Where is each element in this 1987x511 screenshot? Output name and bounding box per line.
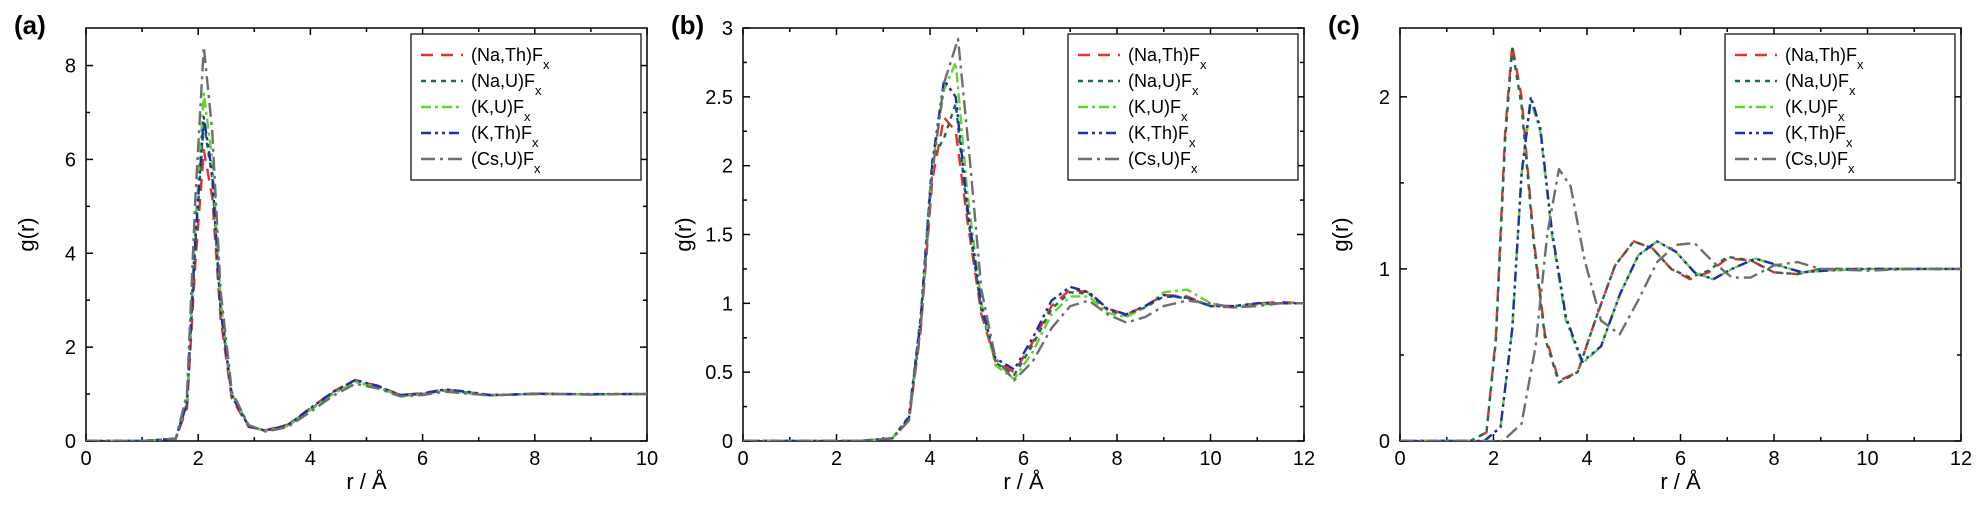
svg-text:2: 2 — [1488, 448, 1499, 470]
svg-text:3: 3 — [722, 18, 733, 40]
svg-text:r / Å: r / Å — [1003, 469, 1044, 494]
svg-text:2: 2 — [831, 448, 842, 470]
panel-label-b: (b) — [671, 10, 704, 41]
svg-text:12: 12 — [1293, 448, 1315, 470]
svg-text:1: 1 — [1379, 259, 1390, 281]
svg-text:8: 8 — [1768, 448, 1779, 470]
svg-text:g(r): g(r) — [14, 217, 39, 251]
svg-text:1.5: 1.5 — [705, 225, 733, 247]
panel-a: (a) 024681002468r / Åg(r)(Na,Th)Fx(Na,U)… — [8, 8, 665, 503]
svg-text:0: 0 — [722, 431, 733, 453]
svg-text:0: 0 — [737, 448, 748, 470]
svg-text:6: 6 — [417, 448, 428, 470]
svg-text:r / Å: r / Å — [346, 469, 387, 494]
svg-text:6: 6 — [1018, 448, 1029, 470]
svg-text:10: 10 — [1856, 448, 1878, 470]
svg-text:g(r): g(r) — [671, 217, 696, 251]
svg-text:4: 4 — [305, 448, 316, 470]
svg-text:8: 8 — [529, 448, 540, 470]
svg-text:8: 8 — [1111, 448, 1122, 470]
svg-text:2.5: 2.5 — [705, 87, 733, 109]
svg-text:10: 10 — [636, 448, 658, 470]
svg-text:6: 6 — [1675, 448, 1686, 470]
svg-text:4: 4 — [924, 448, 935, 470]
svg-text:0.5: 0.5 — [705, 362, 733, 384]
panel-b: (b) 02468101200.511.522.53r / Åg(r)(Na,T… — [665, 8, 1322, 503]
svg-text:0: 0 — [1379, 431, 1390, 453]
svg-text:4: 4 — [1581, 448, 1592, 470]
svg-text:8: 8 — [65, 56, 76, 78]
svg-text:0: 0 — [65, 431, 76, 453]
figure-row: (a) 024681002468r / Åg(r)(Na,Th)Fx(Na,U)… — [0, 0, 1987, 511]
svg-text:2: 2 — [193, 448, 204, 470]
plot-c-svg: 024681012012r / Åg(r)(Na,Th)Fx(Na,U)Fx(K… — [1322, 8, 1979, 503]
svg-text:0: 0 — [80, 448, 91, 470]
svg-text:2: 2 — [1379, 87, 1390, 109]
plot-a-svg: 024681002468r / Åg(r)(Na,Th)Fx(Na,U)Fx(K… — [8, 8, 665, 503]
panel-c: (c) 024681012012r / Åg(r)(Na,Th)Fx(Na,U)… — [1322, 8, 1979, 503]
svg-text:12: 12 — [1950, 448, 1972, 470]
svg-text:2: 2 — [65, 337, 76, 359]
panel-label-c: (c) — [1328, 10, 1360, 41]
svg-text:g(r): g(r) — [1328, 217, 1353, 251]
svg-text:4: 4 — [65, 243, 76, 265]
svg-text:10: 10 — [1199, 448, 1221, 470]
svg-text:2: 2 — [722, 156, 733, 178]
plot-b-svg: 02468101200.511.522.53r / Åg(r)(Na,Th)Fx… — [665, 8, 1322, 503]
svg-text:r / Å: r / Å — [1660, 469, 1701, 494]
svg-text:1: 1 — [722, 293, 733, 315]
svg-text:6: 6 — [65, 149, 76, 171]
svg-text:0: 0 — [1394, 448, 1405, 470]
panel-label-a: (a) — [14, 10, 46, 41]
